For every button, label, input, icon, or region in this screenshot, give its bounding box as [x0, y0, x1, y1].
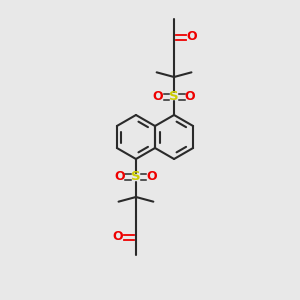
Text: O: O: [185, 91, 195, 103]
Text: O: O: [112, 230, 123, 244]
Text: O: O: [153, 91, 164, 103]
Text: S: S: [131, 170, 141, 184]
Text: S: S: [169, 91, 179, 103]
Text: O: O: [115, 170, 125, 184]
Text: O: O: [187, 31, 197, 44]
Text: O: O: [147, 170, 157, 184]
